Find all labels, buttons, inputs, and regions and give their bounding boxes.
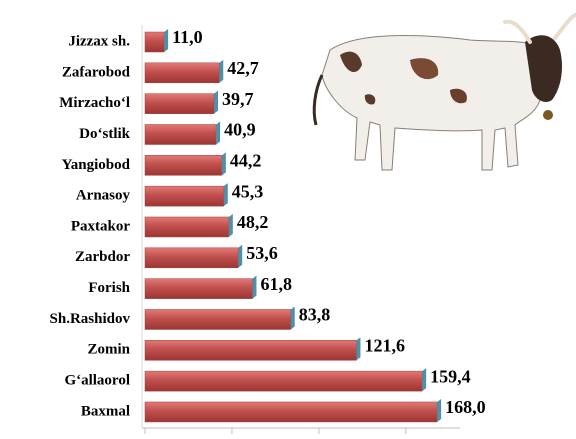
y-tick-label: Arnasoy [76, 188, 131, 204]
bar [144, 62, 220, 84]
bar-group [144, 121, 221, 145]
bar-side [214, 90, 219, 114]
bar-side [164, 29, 169, 52]
bar-side [221, 152, 226, 176]
bar-group [144, 244, 243, 269]
bar-group [144, 337, 361, 361]
bar-group [144, 398, 442, 423]
y-tick-label: Paxtakor [71, 218, 131, 234]
bar-group [144, 183, 228, 207]
bar [144, 401, 438, 423]
y-tick-label: Do‘stlik [79, 126, 130, 142]
y-tick-label: Sh.Rashidov [50, 311, 131, 327]
bull-image [312, 13, 576, 171]
y-tick-label: G‘allaorol [64, 373, 130, 389]
y-tick-label: Yangiobod [62, 157, 131, 173]
bar [144, 93, 215, 114]
bar-group [144, 213, 233, 238]
bar [144, 340, 357, 361]
bar [144, 309, 291, 330]
bar-group [144, 152, 226, 176]
bar-side [238, 244, 243, 268]
bar [144, 370, 423, 392]
y-tick-label: Zarbdor [75, 249, 130, 265]
bar [144, 185, 225, 207]
bar-group [144, 90, 219, 114]
bar [144, 278, 253, 299]
value-label: 40,9 [224, 120, 256, 140]
value-label: 61,8 [260, 274, 292, 294]
bar-side [228, 213, 233, 237]
bar [144, 247, 239, 269]
value-label: 159,4 [430, 366, 471, 386]
bar-group [144, 29, 169, 53]
bar [144, 216, 230, 238]
y-tick-label: Zafarobod [62, 64, 131, 80]
value-label: 121,6 [364, 335, 405, 355]
value-label: 39,7 [222, 89, 254, 109]
bar-group [144, 368, 427, 392]
y-tick-label: Mirzacho‘l [59, 95, 130, 111]
bar-side [437, 398, 442, 422]
y-tick-label: Baxmal [81, 403, 130, 419]
bar [144, 124, 217, 145]
value-label: 48,2 [237, 212, 269, 232]
value-label: 45,3 [232, 181, 264, 201]
bar-side [216, 121, 221, 145]
bar-side [223, 183, 228, 207]
value-label: 53,6 [246, 243, 278, 263]
value-label: 168,0 [445, 397, 486, 417]
value-label: 44,2 [230, 150, 262, 170]
bar-group [144, 59, 224, 84]
value-label: 42,7 [227, 58, 259, 78]
value-label: 83,8 [299, 305, 331, 325]
bar-side [252, 275, 257, 299]
bar-group [144, 306, 295, 330]
y-tick-label: Zomin [87, 342, 130, 358]
bar-group [144, 275, 257, 299]
bar-side [356, 337, 361, 361]
bar [144, 31, 165, 53]
y-tick-label: Forish [88, 280, 130, 296]
bar [144, 155, 223, 176]
y-tick-label: Jizzax sh. [68, 33, 130, 49]
value-label: 11,0 [172, 27, 203, 47]
bar-side [290, 306, 295, 330]
bar-side [422, 368, 427, 392]
bar-side [219, 59, 224, 83]
